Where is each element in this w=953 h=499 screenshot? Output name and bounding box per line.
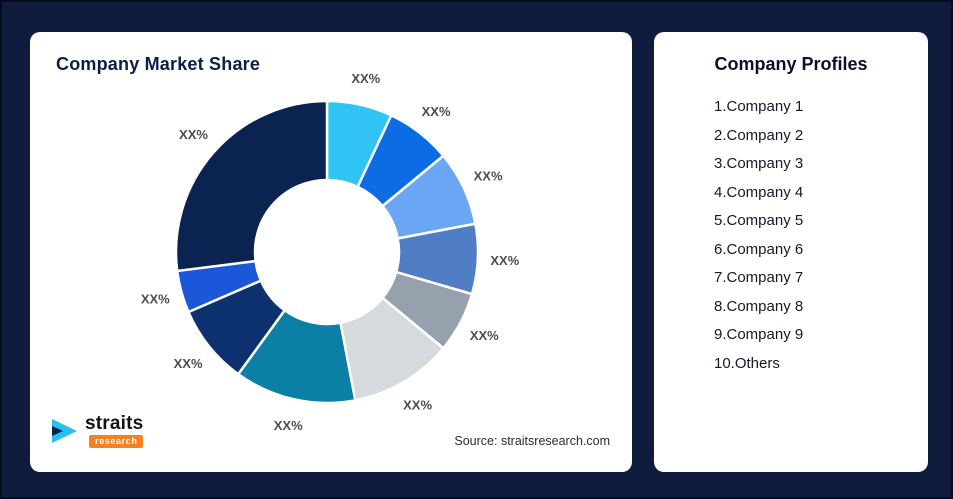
slice-label: XX% (351, 71, 380, 86)
slice-label: XX% (490, 253, 519, 268)
chart-title: Company Market Share (56, 54, 261, 74)
company-profiles-card: Company Profiles 1.Company 1 2.Company 2 3… (654, 32, 928, 472)
company-list-item: 2.Company 2 (714, 126, 804, 144)
slice-label: XX% (141, 292, 170, 307)
slice-label: XX% (174, 356, 203, 371)
logo-brand-text: straits (85, 413, 144, 434)
logo-icon (52, 419, 77, 443)
source-text: Source: straitsresearch.com (454, 434, 610, 448)
slice-label: XX% (179, 127, 208, 142)
company-list-item: 3.Company 3 (714, 155, 804, 172)
slice-label: XX% (422, 104, 451, 119)
company-list-item: 10.Others (714, 354, 780, 372)
company-list-item: 5.Company 5 (714, 212, 804, 229)
company-list-item: 9.Company 9 (714, 326, 804, 343)
slice-label: XX% (474, 169, 503, 184)
slice-label: XX% (470, 328, 499, 343)
donut-chart: XX% XX% XX% XX% XX% XX% XX% XX% XX% XX% (141, 71, 520, 433)
donut-slice-10 (174, 99, 329, 273)
slice-label: XX% (274, 418, 303, 433)
company-list-item: 6.Company 6 (714, 240, 804, 258)
slice-label: XX% (403, 398, 432, 413)
logo-sub-text: research (89, 435, 144, 448)
company-list: 1.Company 1 2.Company 2 3.Company 3 4.Compa… (654, 93, 928, 378)
company-list-item: 1.Company 1 (714, 98, 804, 115)
company-list-item: 8.Company 8 (714, 297, 804, 315)
logo-text: straits research (85, 413, 144, 448)
profiles-title: Company Profiles (714, 54, 868, 74)
company-list-item: 4.Company 4 (714, 183, 804, 201)
straits-research-logo: straits research (50, 413, 144, 448)
market-share-card: Company Market Share XX% XX% XX% XX% XX% XX% X… (30, 32, 632, 472)
company-list-item: 7.Company 7 (714, 269, 804, 286)
